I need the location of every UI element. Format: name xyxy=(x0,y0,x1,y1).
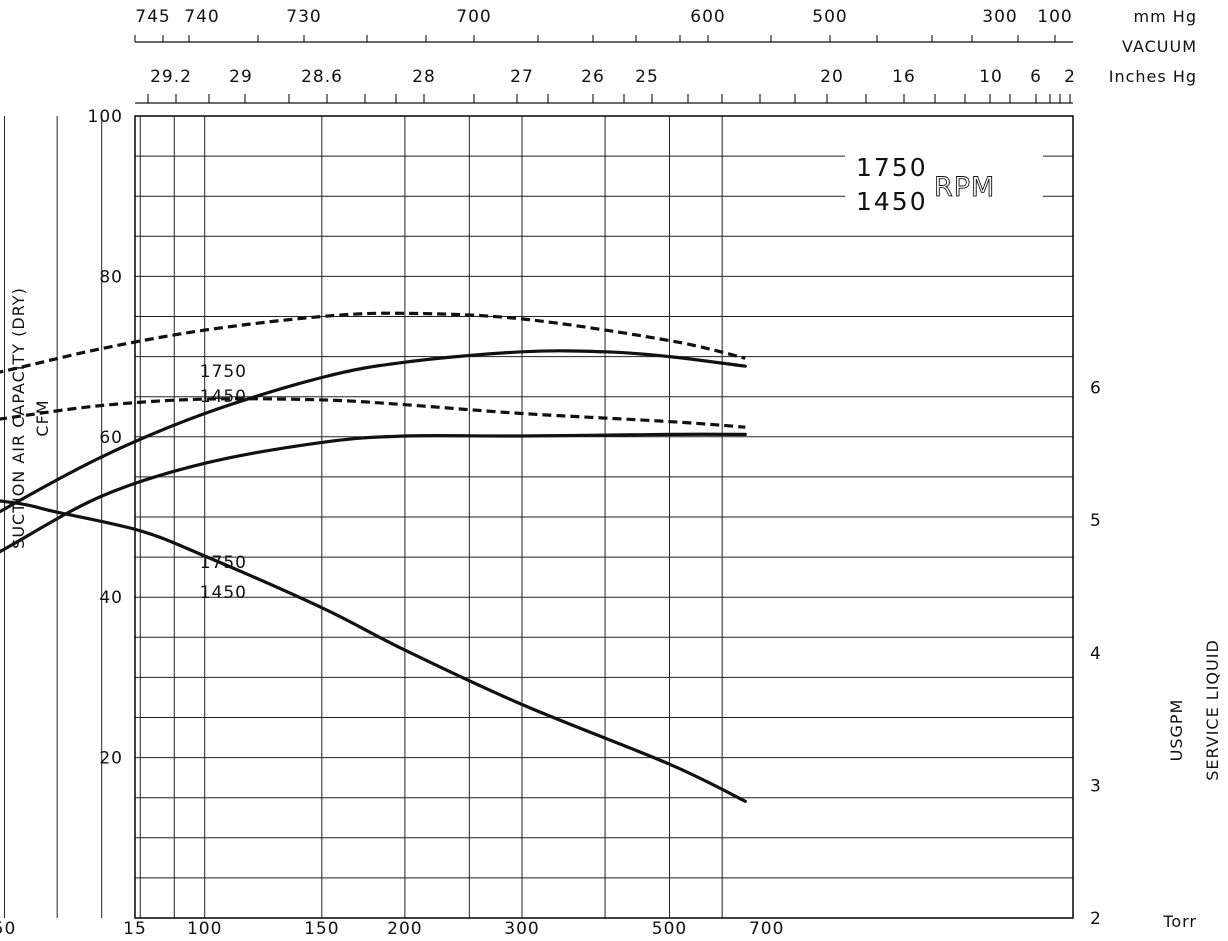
dashed-1750-label: 1750 xyxy=(200,362,247,382)
y-right-axis-label: SERVICE LIQUID xyxy=(1203,639,1222,781)
rpm-legend-bg xyxy=(845,148,1043,218)
y-right-tick-label: 2 xyxy=(1090,909,1102,929)
mmhg-tick-label: 100 xyxy=(1037,7,1072,27)
mmhg-tick-label: 730 xyxy=(286,7,321,27)
x-tick-label: 700 xyxy=(749,919,784,936)
mmhg-tick-label: 500 xyxy=(812,7,847,27)
y-left-axis-label: SUCTION AIR CAPACITY (DRY) xyxy=(9,287,28,549)
inhg-tick-label: 28.6 xyxy=(301,67,343,87)
solid-1750-label: 1750 xyxy=(200,553,247,573)
y-left-tick-label: 20 xyxy=(99,749,123,769)
y-left-tick-label: 100 xyxy=(88,107,123,127)
inhg-tick-label: 28 xyxy=(412,67,436,87)
inhg-tick-label: 29 xyxy=(229,67,253,87)
x-tick-label: 300 xyxy=(504,919,539,936)
y-right-tick-label: 4 xyxy=(1090,644,1102,664)
y-left-axis-unit: CFM xyxy=(33,399,52,436)
y-left-tick-label: 80 xyxy=(99,267,123,287)
mmhg-tick-label: 740 xyxy=(184,7,219,27)
inhg-tick-label: 26 xyxy=(581,67,605,87)
y-left-tick-label: 40 xyxy=(99,588,123,608)
inhg-tick-label: 20 xyxy=(820,67,844,87)
x-tick-label: 500 xyxy=(652,919,687,936)
inhg-tick-label: 25 xyxy=(635,67,659,87)
inhg-tick-label: 16 xyxy=(892,67,916,87)
inhg-tick-label: 6 xyxy=(1030,67,1042,87)
inhg-unit: Inches Hg xyxy=(1109,67,1197,86)
mmhg-tick-label: 300 xyxy=(982,7,1017,27)
service-liquid-curve xyxy=(0,499,747,803)
mmhg-tick-label: 700 xyxy=(456,7,491,27)
y-right-axis-unit: USGPM xyxy=(1167,699,1186,762)
dashed-1450-label: 1450 xyxy=(200,387,247,407)
x-tick-label: 150 xyxy=(304,919,339,936)
rpm-legend-1750: 1750 xyxy=(856,153,928,182)
y-right-tick-label: 5 xyxy=(1090,511,1102,531)
inhg-tick-label: 27 xyxy=(510,67,534,87)
plot-frame xyxy=(134,115,1074,919)
x-axis-unit: Torr xyxy=(1162,912,1197,931)
y-right-tick-label: 3 xyxy=(1090,776,1102,796)
solid-curve-1750 xyxy=(0,349,747,514)
inhg-tick-label: 2 xyxy=(1064,67,1076,87)
mmhg-tick-label: 600 xyxy=(690,7,725,27)
solid-1450-label: 1450 xyxy=(200,583,247,603)
rpm-legend-1450: 1450 xyxy=(856,187,928,216)
x-tick-label: 50 xyxy=(0,919,16,936)
rpm-legend-word: RPM xyxy=(934,172,995,203)
inhg-tick-label: 10 xyxy=(979,67,1003,87)
dashed-curve-1450 xyxy=(0,397,746,429)
inhg-tick-label: 29.2 xyxy=(150,67,192,87)
mmhg-unit: mm Hg xyxy=(1134,7,1197,26)
y-left-tick-label: 60 xyxy=(99,428,123,448)
x-tick-label: 100 xyxy=(187,919,222,936)
solid-curve-1450 xyxy=(0,432,747,554)
mmhg-tick-label: 745 xyxy=(135,7,170,27)
x-tick-label: 15 xyxy=(123,919,147,936)
y-right-tick-label: 6 xyxy=(1090,379,1102,399)
x-tick-label: 200 xyxy=(387,919,422,936)
vacuum-label: VACUUM xyxy=(1122,37,1197,56)
